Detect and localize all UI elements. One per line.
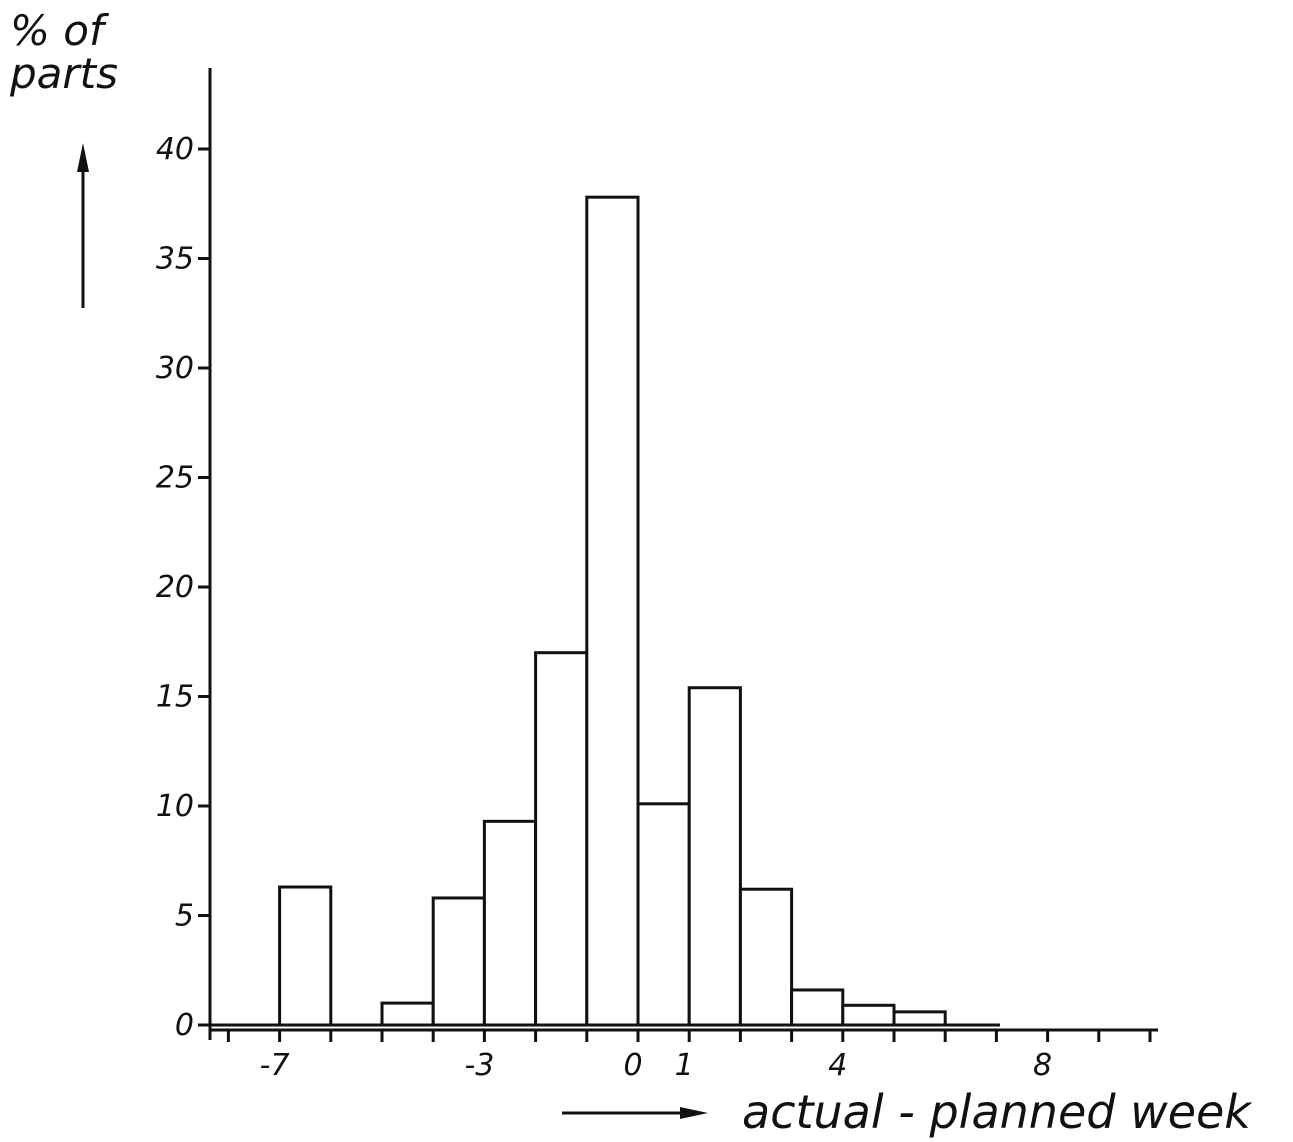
y-tick-label: 35: [156, 242, 194, 277]
histogram-bar: [841, 1003, 896, 1027]
histogram-bar: [278, 885, 333, 1027]
x-tick-label: 4: [828, 1048, 847, 1083]
x-ticks-group: -7 -3 0 1 4 8: [226, 1030, 1152, 1083]
histogram-bar: [687, 686, 742, 1027]
y-axis-label-line1: % of: [10, 6, 110, 55]
y-tick-label: 5: [175, 899, 194, 934]
y-tick-label: 10: [156, 789, 194, 824]
x-axis-label: actual - planned week: [742, 1085, 1253, 1139]
y-tick-label: 0: [175, 1008, 194, 1043]
y-tick-label: 40: [156, 132, 194, 167]
y-tick-label: 15: [156, 680, 194, 715]
histogram-bar: [380, 1001, 435, 1027]
y-tick-label: 20: [156, 570, 194, 605]
histogram-bar: [892, 1010, 947, 1027]
x-tick-label: 8: [1033, 1048, 1052, 1083]
x-tick-label: -7: [260, 1048, 290, 1083]
histogram-bar: [790, 988, 845, 1027]
x-axis-arrow-head: [680, 1107, 708, 1119]
x-tick-label: 0: [623, 1048, 642, 1083]
y-axis-label-line2: parts: [9, 49, 118, 98]
histogram-bar: [738, 887, 794, 1027]
y-axis-arrow-head: [77, 143, 89, 172]
bars-group: [210, 195, 1000, 1027]
histogram-bar: [431, 896, 486, 1027]
x-tick-label: 1: [675, 1048, 694, 1083]
histogram-bar: [636, 802, 691, 1027]
x-tick-label: -3: [464, 1048, 494, 1083]
histogram-bar: [482, 819, 538, 1027]
histogram-bar: [534, 651, 589, 1027]
y-tick-label: 30: [156, 351, 194, 386]
histogram-bar: [585, 195, 640, 1027]
y-ticks-group: 0 5 10 15 20 25 30 35 40: [156, 132, 210, 1043]
y-tick-label: 25: [156, 461, 194, 496]
